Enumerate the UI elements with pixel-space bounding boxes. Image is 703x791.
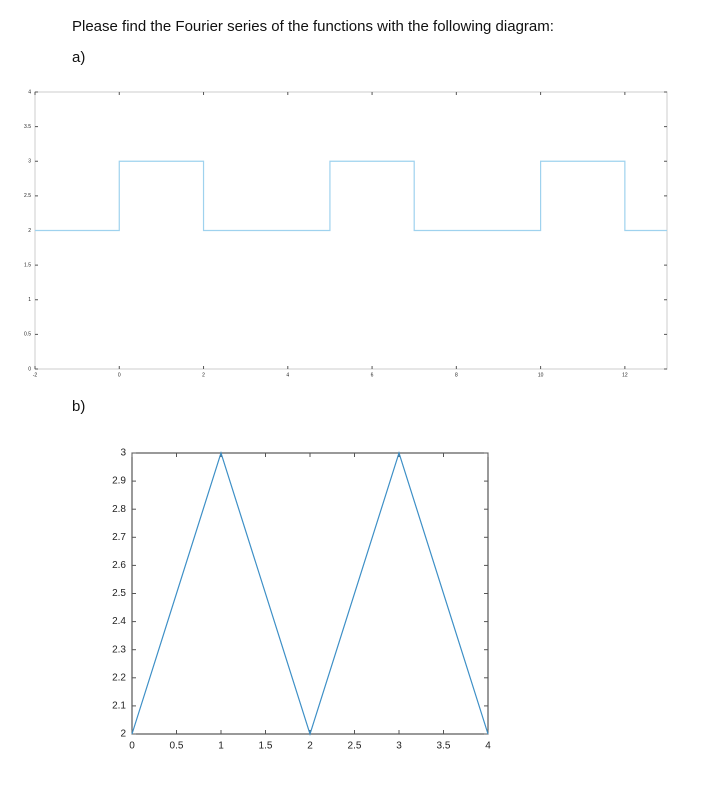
y-tick-label: 2.5 <box>24 193 31 199</box>
x-tick-label: 3.5 <box>437 741 451 752</box>
x-tick-label: 12 <box>622 372 628 378</box>
y-tick-label: 2.6 <box>112 560 126 571</box>
data-line <box>35 160 667 232</box>
x-tick-label: 8 <box>455 372 458 378</box>
y-tick-label: 2.9 <box>112 476 126 487</box>
x-tick-label: 4 <box>485 741 491 752</box>
x-tick-label: 0.5 <box>170 741 184 752</box>
x-tick-label: 3 <box>396 741 402 752</box>
x-tick-label: 10 <box>538 372 544 378</box>
y-tick-label: 1 <box>28 297 31 303</box>
y-tick-label: 2.2 <box>112 672 126 683</box>
x-tick-label: 0 <box>129 741 135 752</box>
x-tick-label: 2 <box>202 372 205 378</box>
part-label: b) <box>72 398 85 415</box>
data-line <box>131 451 489 736</box>
x-tick-label: 1 <box>218 741 224 752</box>
y-tick-label: 3.5 <box>24 124 31 130</box>
y-tick-label: 2.7 <box>112 532 126 543</box>
x-tick-label: -2 <box>33 372 38 378</box>
x-tick-label: 0 <box>118 372 121 378</box>
y-tick-label: 3 <box>28 159 31 165</box>
x-tick-label: 1.5 <box>259 741 273 752</box>
y-tick-label: 4 <box>28 89 31 95</box>
y-tick-label: 0.5 <box>24 332 31 338</box>
y-tick-label: 2 <box>28 228 31 234</box>
y-tick-label: 3 <box>120 448 126 459</box>
question: Please find the Fourier series of the fu… <box>72 18 554 35</box>
part-label: a) <box>72 49 85 66</box>
y-tick-label: 2.3 <box>112 644 126 655</box>
axes-frame <box>131 452 489 735</box>
y-tick-label: 2.4 <box>112 616 126 627</box>
axes-frame <box>34 91 668 370</box>
x-tick-label: 2 <box>307 741 313 752</box>
y-tick-label: 2.1 <box>112 701 126 712</box>
y-tick-label: 2.5 <box>112 588 126 599</box>
y-tick-label: 0 <box>28 366 31 372</box>
y-tick-label: 2.8 <box>112 504 126 515</box>
x-tick-label: 4 <box>286 372 289 378</box>
x-tick-label: 2.5 <box>348 741 362 752</box>
y-tick-label: 1.5 <box>24 262 31 268</box>
x-tick-label: 6 <box>371 372 374 378</box>
y-tick-label: 2 <box>120 729 126 740</box>
